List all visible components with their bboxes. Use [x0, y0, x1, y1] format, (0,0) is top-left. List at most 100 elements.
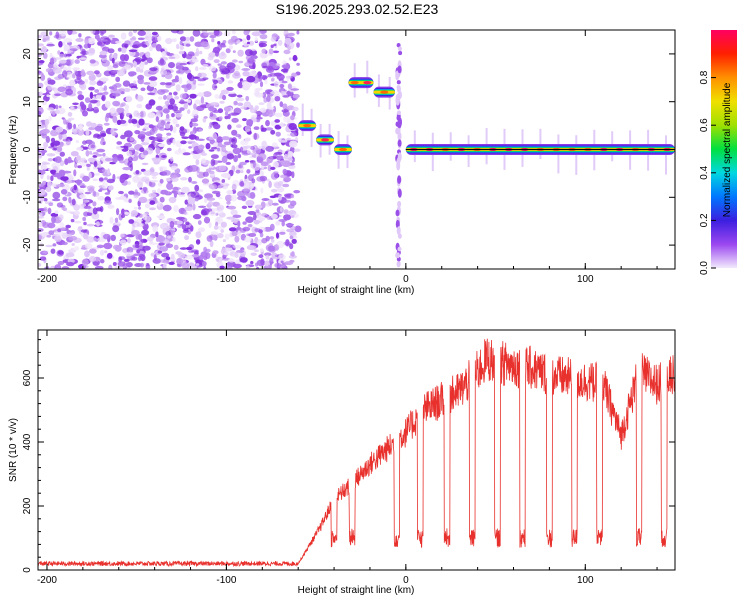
noise-blob	[219, 65, 227, 71]
noise-blob	[233, 100, 238, 106]
noise-blob	[206, 168, 212, 173]
noise-blob	[89, 248, 97, 254]
noise-blob	[146, 236, 154, 242]
noise-blob	[68, 196, 72, 204]
noise-blob	[82, 110, 88, 117]
noise-blob	[186, 140, 196, 144]
noise-blob	[40, 198, 45, 202]
noise-blob	[261, 127, 267, 132]
noise-blob	[265, 145, 275, 152]
noise-blob	[258, 229, 263, 234]
noise-blob	[223, 106, 231, 112]
noise-blob	[290, 213, 300, 219]
noise-blob	[45, 135, 50, 144]
noise-blob	[140, 262, 144, 268]
noise-blob	[231, 129, 238, 136]
snr-frame	[37, 329, 676, 571]
noise-blob	[104, 100, 111, 109]
noise-blob	[267, 164, 272, 172]
noise-blob	[268, 107, 275, 110]
noise-blob	[232, 245, 242, 249]
noise-blob	[97, 196, 105, 201]
noise-blob	[38, 215, 45, 219]
noise-blob	[250, 252, 257, 256]
noise-blob	[264, 252, 272, 257]
noise-blob	[183, 210, 187, 215]
vertical-smear	[395, 70, 400, 81]
noise-blob	[245, 265, 250, 269]
noise-blob	[168, 261, 175, 265]
noise-blob	[226, 216, 235, 220]
noise-blob	[286, 75, 290, 82]
noise-blob	[288, 123, 297, 131]
noise-blob	[296, 42, 300, 48]
noise-blob	[131, 229, 140, 236]
noise-blob	[62, 196, 68, 202]
noise-blob	[233, 155, 239, 163]
noise-blob	[118, 256, 122, 263]
noise-blob	[38, 60, 45, 64]
noise-blob	[254, 92, 264, 98]
noise-blob	[167, 95, 172, 99]
noise-blob	[181, 136, 189, 139]
noise-blob	[275, 131, 281, 137]
noise-blob	[179, 62, 187, 66]
noise-blob	[242, 226, 251, 232]
noise-blob	[228, 258, 235, 263]
noise-blob	[133, 80, 137, 85]
noise-blob	[262, 65, 268, 69]
noise-blob	[287, 151, 294, 158]
noise-blob	[135, 244, 140, 248]
noise-blob	[210, 211, 215, 215]
noise-blob	[109, 107, 116, 114]
noise-blob	[213, 123, 221, 130]
y-tick-label: -10	[22, 190, 33, 205]
noise-blob	[280, 122, 284, 128]
noise-blob	[149, 67, 158, 72]
noise-blob	[276, 155, 284, 161]
noise-blob	[258, 42, 267, 48]
noise-blob	[50, 57, 54, 65]
noise-blob	[137, 30, 146, 36]
noise-blob	[203, 116, 208, 119]
noise-blob	[193, 103, 197, 110]
noise-blob	[184, 199, 189, 205]
vertical-smear	[398, 50, 403, 56]
noise-blob	[279, 231, 286, 235]
noise-blob	[228, 227, 237, 232]
noise-blob	[78, 33, 82, 38]
noise-blob	[133, 253, 139, 257]
noise-blob	[231, 138, 236, 142]
noise-blob	[54, 235, 62, 242]
noise-blob	[237, 220, 241, 228]
noise-blob	[116, 155, 124, 162]
noise-blob	[273, 43, 277, 47]
noise-blob	[118, 190, 124, 195]
noise-blob	[247, 149, 251, 154]
noise-blob	[85, 242, 93, 250]
noise-blob	[283, 214, 292, 221]
noise-blob	[108, 185, 114, 191]
noise-blob	[141, 162, 149, 166]
noise-blob	[42, 162, 50, 165]
noise-blob	[169, 220, 175, 229]
noise-blob	[79, 157, 87, 163]
noise-blob	[213, 225, 219, 230]
noise-blob	[152, 225, 159, 233]
noise-blob	[178, 147, 182, 153]
noise-blob	[71, 58, 75, 65]
noise-blob	[143, 82, 151, 85]
noise-blob	[81, 203, 86, 208]
noise-blob	[171, 176, 179, 182]
noise-blob	[149, 45, 153, 52]
noise-blob	[177, 191, 181, 195]
noise-blob	[157, 119, 167, 126]
noise-blob	[55, 104, 59, 110]
noise-blob	[245, 95, 250, 102]
noise-blob	[284, 261, 294, 266]
noise-blob	[39, 256, 47, 261]
noise-blob	[245, 54, 255, 61]
noise-blob	[250, 107, 257, 114]
noise-blob	[164, 100, 170, 106]
noise-blob	[74, 220, 82, 224]
